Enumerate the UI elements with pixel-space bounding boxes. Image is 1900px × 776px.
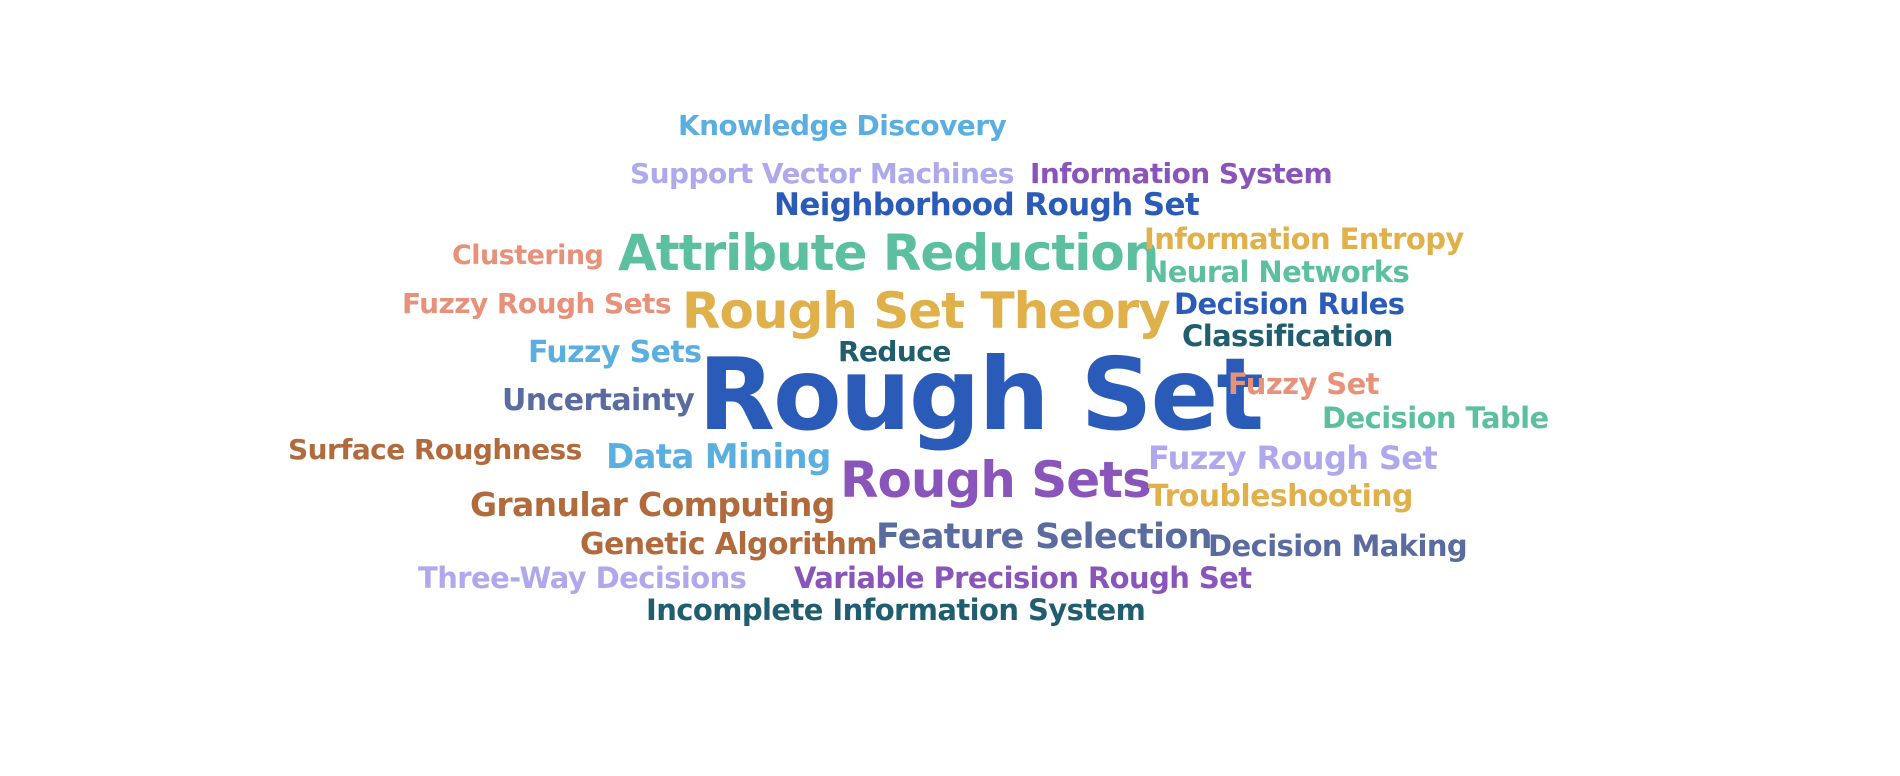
word-neighborhood-rough-set: Neighborhood Rough Set <box>774 187 1200 223</box>
word-fuzzy-rough-sets: Fuzzy Rough Sets <box>402 287 672 320</box>
word-data-mining: Data Mining <box>606 437 831 477</box>
word-information-entropy: Information Entropy <box>1144 222 1464 256</box>
word-information-system: Information System <box>1030 157 1333 190</box>
word-classification: Classification <box>1182 319 1393 353</box>
word-troubleshooting: Troubleshooting <box>1148 479 1414 514</box>
word-clustering: Clustering <box>452 240 604 271</box>
word-decision-table: Decision Table <box>1322 401 1549 435</box>
word-granular-computing: Granular Computing <box>470 485 835 524</box>
word-attribute-reduction: Attribute Reduction <box>618 224 1159 282</box>
word-support-vector-machines: Support Vector Machines <box>630 157 1014 190</box>
word-fuzzy-sets: Fuzzy Sets <box>528 335 702 370</box>
word-reduce: Reduce <box>838 335 951 368</box>
word-neural-networks: Neural Networks <box>1144 255 1410 289</box>
word-fuzzy-set: Fuzzy Set <box>1228 367 1380 401</box>
word-decision-rules: Decision Rules <box>1174 287 1405 321</box>
word-uncertainty: Uncertainty <box>502 383 695 418</box>
word-knowledge-discovery: Knowledge Discovery <box>678 109 1007 142</box>
word-feature-selection: Feature Selection <box>876 517 1213 557</box>
word-surface-roughness: Surface Roughness <box>288 433 582 466</box>
word-rough-sets: Rough Sets <box>840 451 1152 509</box>
word-three-way-decisions: Three-Way Decisions <box>418 561 747 595</box>
word-fuzzy-rough-set: Fuzzy Rough Set <box>1148 439 1438 477</box>
word-rough-set-theory: Rough Set Theory <box>682 282 1171 340</box>
word-incomplete-information-system: Incomplete Information System <box>646 593 1146 627</box>
word-variable-precision-rough-set: Variable Precision Rough Set <box>794 561 1252 595</box>
word-decision-making: Decision Making <box>1208 529 1468 563</box>
word-rough-set: Rough Set <box>698 336 1264 453</box>
word-genetic-algorithm: Genetic Algorithm <box>580 527 878 562</box>
